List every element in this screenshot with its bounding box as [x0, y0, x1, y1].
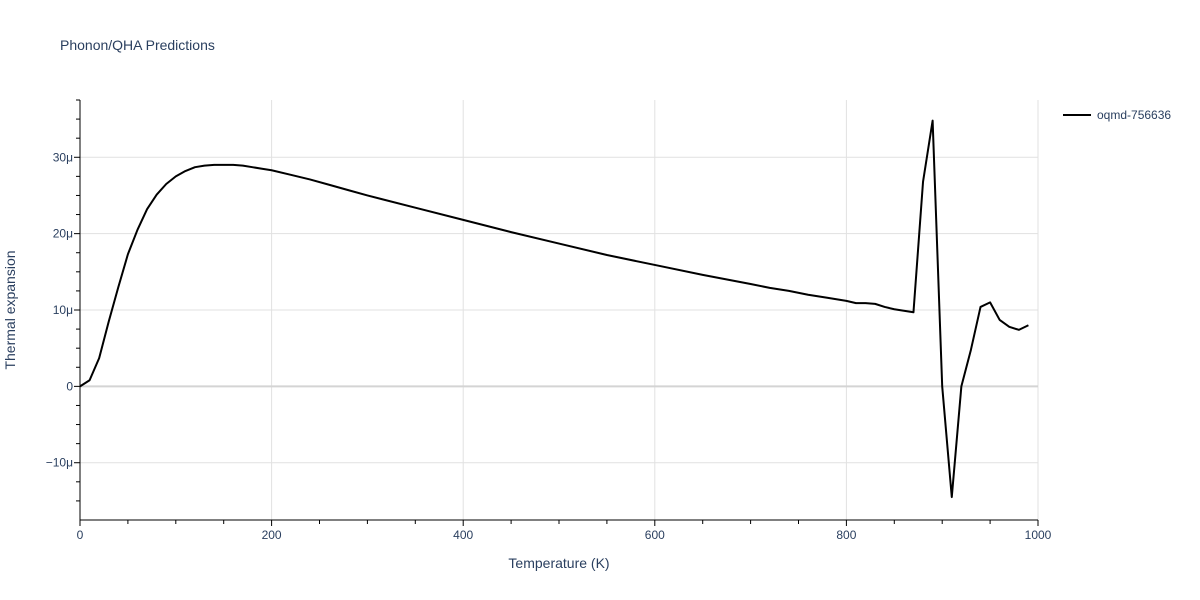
legend-label: oqmd-756636 — [1097, 108, 1171, 122]
x-axis-title: Temperature (K) — [508, 555, 609, 571]
x-axis-ticks: 0 200 400 600 800 1000 — [77, 520, 1052, 542]
y-tick-label: 30μ — [53, 150, 73, 164]
x-tick-label: 400 — [453, 528, 473, 542]
y-tick-label: −10μ — [46, 456, 73, 470]
y-axis-ticks: −10μ 0 10μ 20μ 30μ — [46, 99, 80, 502]
chart-title: Phonon/QHA Predictions — [60, 37, 215, 53]
y-tick-label: 0 — [66, 379, 73, 393]
x-tick-label: 1000 — [1025, 528, 1052, 542]
x-tick-label: 0 — [77, 528, 84, 542]
y-axis-title: Thermal expansion — [2, 250, 18, 369]
legend[interactable]: oqmd-756636 — [1063, 108, 1171, 122]
grid — [80, 100, 1039, 520]
x-tick-label: 800 — [836, 528, 856, 542]
series-line-oqmd-756636 — [79, 119, 1029, 499]
x-tick-label: 600 — [645, 528, 665, 542]
series-layer — [79, 119, 1029, 499]
y-tick-label: 10μ — [53, 303, 73, 317]
x-tick-label: 200 — [262, 528, 282, 542]
y-tick-label: 20μ — [53, 227, 73, 241]
